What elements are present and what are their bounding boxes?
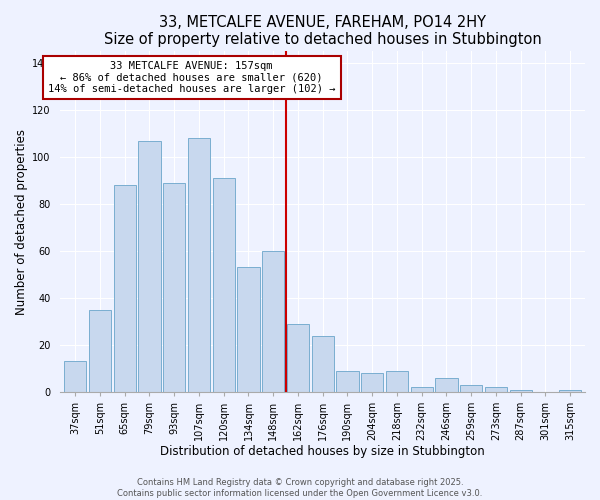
Bar [113, 185, 136, 392]
Bar [485, 387, 507, 392]
Y-axis label: Number of detached properties: Number of detached properties [15, 128, 28, 314]
Bar [435, 378, 458, 392]
Bar [361, 373, 383, 392]
Bar [188, 138, 210, 392]
Bar [238, 268, 260, 392]
Bar [139, 140, 161, 392]
Text: 33 METCALFE AVENUE: 157sqm
← 86% of detached houses are smaller (620)
14% of sem: 33 METCALFE AVENUE: 157sqm ← 86% of deta… [48, 60, 335, 94]
Bar [89, 310, 111, 392]
Text: Contains HM Land Registry data © Crown copyright and database right 2025.
Contai: Contains HM Land Registry data © Crown c… [118, 478, 482, 498]
Bar [410, 387, 433, 392]
Bar [311, 336, 334, 392]
Bar [163, 183, 185, 392]
Bar [559, 390, 581, 392]
Bar [337, 371, 359, 392]
Bar [212, 178, 235, 392]
X-axis label: Distribution of detached houses by size in Stubbington: Distribution of detached houses by size … [160, 444, 485, 458]
Bar [460, 385, 482, 392]
Bar [262, 251, 284, 392]
Bar [64, 362, 86, 392]
Title: 33, METCALFE AVENUE, FAREHAM, PO14 2HY
Size of property relative to detached hou: 33, METCALFE AVENUE, FAREHAM, PO14 2HY S… [104, 15, 542, 48]
Bar [386, 371, 408, 392]
Bar [509, 390, 532, 392]
Bar [287, 324, 309, 392]
